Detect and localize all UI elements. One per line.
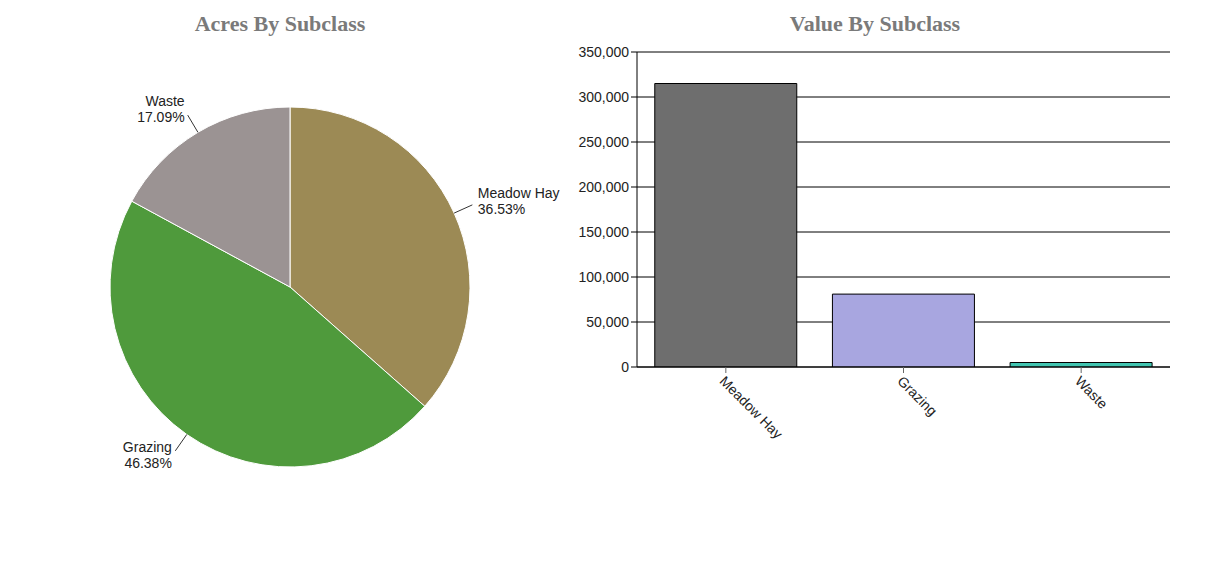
svg-text:300,000: 300,000 (578, 89, 629, 105)
svg-text:0: 0 (621, 359, 629, 375)
html-text:Acres By Subclass: Acres By Subclass (194, 11, 366, 36)
svg-text:350,000: 350,000 (578, 44, 629, 60)
svg-text:Waste: Waste (1072, 373, 1111, 412)
svg-text:50,000: 50,000 (586, 314, 629, 330)
svg-text:200,000: 200,000 (578, 179, 629, 195)
svg-text:250,000: 250,000 (578, 134, 629, 150)
svg-text:Meadow Hay36.53%: Meadow Hay36.53% (478, 185, 560, 217)
svg-text:150,000: 150,000 (578, 224, 629, 240)
svg-text:Grazing: Grazing (894, 373, 940, 419)
svg-text:100,000: 100,000 (578, 269, 629, 285)
svg-text:Meadow Hay: Meadow Hay (717, 373, 786, 442)
svg-text:Waste17.09%: Waste17.09% (137, 93, 185, 125)
html-text:Value By Subclass: Value By Subclass (789, 11, 961, 36)
svg-text:Grazing46.38%: Grazing46.38% (123, 439, 172, 471)
